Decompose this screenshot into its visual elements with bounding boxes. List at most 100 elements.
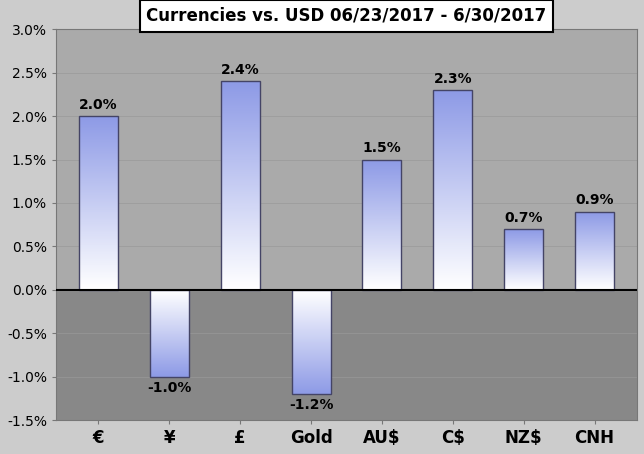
- Bar: [221, 246, 260, 247]
- Bar: [221, 278, 260, 279]
- Bar: [433, 162, 472, 163]
- Bar: [221, 228, 260, 229]
- Bar: [363, 169, 401, 170]
- Bar: [221, 134, 260, 136]
- Bar: [363, 168, 401, 169]
- Bar: [221, 147, 260, 148]
- Bar: [433, 274, 472, 275]
- Bar: [79, 179, 118, 180]
- Bar: [433, 279, 472, 280]
- Bar: [292, 308, 330, 309]
- Bar: [221, 203, 260, 204]
- Bar: [79, 121, 118, 122]
- Text: 0.7%: 0.7%: [504, 211, 543, 225]
- Bar: [292, 360, 330, 361]
- Bar: [292, 350, 330, 351]
- Bar: [433, 264, 472, 265]
- Bar: [292, 365, 330, 366]
- Bar: [221, 161, 260, 162]
- Bar: [79, 243, 118, 244]
- Bar: [79, 283, 118, 284]
- Bar: [221, 131, 260, 133]
- Bar: [433, 288, 472, 289]
- Bar: [363, 219, 401, 220]
- Bar: [363, 254, 401, 255]
- Bar: [292, 384, 330, 385]
- Bar: [433, 100, 472, 101]
- Bar: [221, 275, 260, 276]
- Bar: [363, 209, 401, 210]
- Bar: [292, 326, 330, 327]
- Bar: [433, 197, 472, 198]
- Bar: [363, 249, 401, 250]
- Bar: [292, 345, 330, 346]
- Bar: [79, 117, 118, 118]
- Bar: [79, 144, 118, 145]
- Bar: [433, 247, 472, 248]
- Bar: [363, 214, 401, 215]
- Bar: [292, 311, 330, 312]
- Bar: [433, 281, 472, 282]
- Bar: [363, 221, 401, 222]
- Bar: [292, 314, 330, 315]
- Bar: [221, 95, 260, 96]
- Bar: [433, 168, 472, 169]
- Bar: [433, 273, 472, 274]
- Bar: [79, 194, 118, 195]
- Bar: [433, 90, 472, 290]
- Bar: [433, 256, 472, 257]
- Bar: [221, 191, 260, 192]
- Bar: [79, 280, 118, 281]
- Bar: [433, 98, 472, 99]
- Bar: [79, 255, 118, 256]
- Bar: [363, 224, 401, 225]
- Bar: [433, 172, 472, 173]
- Bar: [292, 307, 330, 308]
- Bar: [433, 236, 472, 237]
- Bar: [433, 183, 472, 184]
- Bar: [363, 235, 401, 236]
- Bar: [79, 285, 118, 286]
- Bar: [363, 195, 401, 196]
- Bar: [363, 287, 401, 288]
- Bar: [292, 348, 330, 349]
- Bar: [292, 297, 330, 298]
- Bar: [221, 145, 260, 146]
- Bar: [79, 180, 118, 181]
- Bar: [433, 261, 472, 262]
- Bar: [433, 99, 472, 100]
- Bar: [221, 269, 260, 270]
- Bar: [363, 240, 401, 241]
- Bar: [221, 252, 260, 253]
- Bar: [79, 124, 118, 125]
- Bar: [433, 212, 472, 213]
- Bar: [363, 286, 401, 287]
- Bar: [221, 133, 260, 134]
- Bar: [79, 251, 118, 252]
- Bar: [433, 277, 472, 278]
- Bar: [292, 333, 330, 334]
- Bar: [221, 218, 260, 219]
- Bar: [433, 241, 472, 242]
- Bar: [79, 204, 118, 205]
- Bar: [433, 265, 472, 266]
- Bar: [433, 132, 472, 133]
- Bar: [433, 259, 472, 260]
- Bar: [79, 116, 118, 290]
- Bar: [363, 173, 401, 174]
- Bar: [221, 113, 260, 114]
- Text: -1.0%: -1.0%: [147, 381, 191, 395]
- Bar: [433, 123, 472, 124]
- Bar: [433, 209, 472, 210]
- Bar: [433, 219, 472, 220]
- Text: 1.5%: 1.5%: [363, 141, 401, 155]
- Bar: [292, 317, 330, 318]
- Bar: [433, 150, 472, 151]
- Bar: [221, 245, 260, 246]
- Bar: [363, 270, 401, 271]
- Bar: [221, 248, 260, 249]
- Bar: [433, 200, 472, 201]
- Bar: [221, 263, 260, 264]
- Bar: [363, 191, 401, 192]
- Bar: [221, 158, 260, 159]
